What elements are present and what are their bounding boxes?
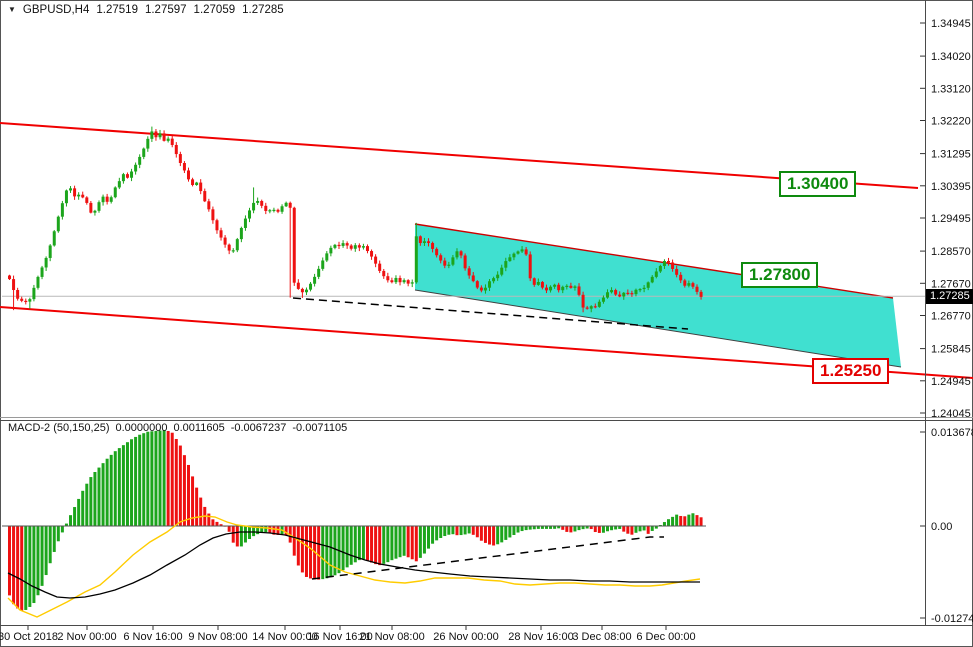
macd-signal-line-yellow bbox=[7, 515, 701, 618]
svg-text:30 Oct 2018: 30 Oct 2018 bbox=[0, 631, 58, 643]
svg-text:21 Nov 08:00: 21 Nov 08:00 bbox=[359, 631, 424, 643]
ohlc-close: 1.27285 bbox=[242, 4, 284, 16]
macd-axis-labels: 0.013678 0.00 -0.012747 bbox=[920, 427, 973, 625]
svg-text:9 Nov 08:00: 9 Nov 08:00 bbox=[188, 631, 247, 643]
macd-main-line-black bbox=[7, 531, 700, 599]
panel-frame bbox=[0, 0, 973, 626]
svg-text:16 Nov 16:00: 16 Nov 16:00 bbox=[307, 631, 372, 643]
macd-indicator-label: MACD-2 (50,150,25) 0.0000000 0.0011605 -… bbox=[8, 422, 347, 434]
svg-text:1.24945: 1.24945 bbox=[931, 376, 971, 388]
cyan-channel[interactable] bbox=[414, 223, 902, 368]
price-label-1.30400[interactable]: 1.30400 bbox=[779, 171, 857, 197]
symbol-period-label: GBPUSD,H4 bbox=[22, 4, 90, 16]
chevron-down-icon[interactable]: ▼ bbox=[8, 4, 16, 14]
dashed-trendline-main[interactable] bbox=[292, 297, 689, 330]
svg-text:6 Dec 00:00: 6 Dec 00:00 bbox=[636, 631, 695, 643]
price-label-1.25250[interactable]: 1.25250 bbox=[812, 358, 890, 384]
svg-text:0.013678: 0.013678 bbox=[931, 427, 973, 439]
svg-text:28 Nov 16:00: 28 Nov 16:00 bbox=[508, 631, 573, 643]
svg-text:1.32220: 1.32220 bbox=[931, 116, 971, 128]
svg-text:-0.012747: -0.012747 bbox=[931, 613, 973, 625]
svg-text:1.34020: 1.34020 bbox=[931, 51, 971, 63]
macd-value-0: 0.0000000 bbox=[115, 422, 168, 434]
macd-value-2: -0.0067237 bbox=[230, 422, 287, 434]
symbol-title: ▼ GBPUSD,H4 1.27519 1.27597 1.27059 1.27… bbox=[8, 4, 284, 16]
price-axis-labels: 1.34945 1.34020 1.33120 1.32220 1.31295 1.303… bbox=[920, 18, 971, 420]
svg-text:1.27670: 1.27670 bbox=[931, 278, 971, 290]
svg-text:1.26770: 1.26770 bbox=[931, 311, 971, 323]
svg-text:1.28570: 1.28570 bbox=[931, 246, 971, 258]
ohlc-high: 1.27597 bbox=[144, 4, 187, 16]
svg-text:1.31295: 1.31295 bbox=[931, 149, 971, 161]
svg-text:6 Nov 16:00: 6 Nov 16:00 bbox=[123, 631, 182, 643]
macd-value-3: -0.0071105 bbox=[292, 422, 348, 434]
dashed-trendline-macd[interactable] bbox=[311, 536, 664, 580]
svg-text:14 Nov 00:00: 14 Nov 00:00 bbox=[252, 631, 317, 643]
macd-histogram bbox=[8, 430, 703, 611]
svg-text:26 Nov 00:00: 26 Nov 00:00 bbox=[433, 631, 498, 643]
svg-text:0.00: 0.00 bbox=[931, 521, 952, 533]
svg-text:1.25845: 1.25845 bbox=[931, 344, 971, 356]
svg-text:1.30395: 1.30395 bbox=[931, 181, 971, 193]
time-axis-labels: 30 Oct 2018 2 Nov 00:00 6 Nov 16:00 9 Nov 0… bbox=[0, 626, 696, 643]
svg-text:2 Nov 00:00: 2 Nov 00:00 bbox=[57, 631, 116, 643]
candlesticks[interactable] bbox=[8, 126, 703, 313]
current-price-tag: 1.27285 bbox=[926, 289, 973, 304]
macd-value-1: 0.0011605 bbox=[173, 422, 225, 434]
svg-text:1.33120: 1.33120 bbox=[931, 83, 971, 95]
price-label-1.27800[interactable]: 1.27800 bbox=[741, 262, 819, 288]
ohlc-low: 1.27059 bbox=[193, 4, 236, 16]
svg-text:1.29495: 1.29495 bbox=[931, 213, 971, 225]
svg-text:1.34945: 1.34945 bbox=[931, 18, 971, 30]
macd-name: MACD-2 (50,150,25) bbox=[8, 422, 110, 434]
ohlc-open: 1.27519 bbox=[96, 4, 138, 16]
svg-text:1.24045: 1.24045 bbox=[931, 408, 971, 420]
svg-text:3 Dec 08:00: 3 Dec 08:00 bbox=[572, 631, 631, 643]
